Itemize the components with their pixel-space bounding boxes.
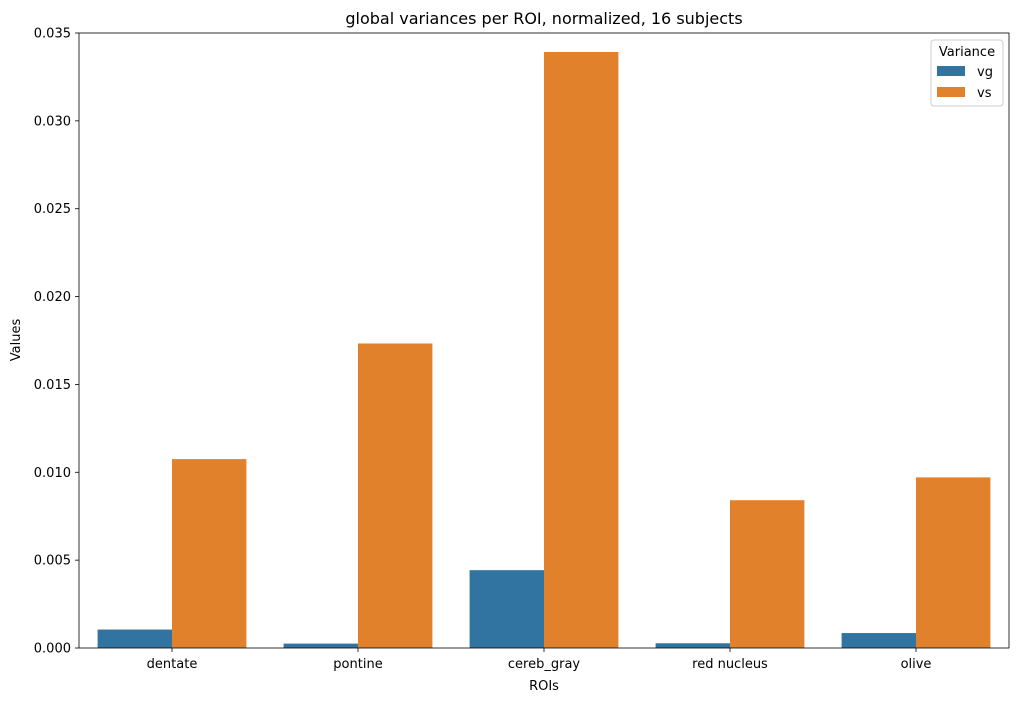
y-tick-label: 0.020 bbox=[34, 290, 71, 305]
y-tick-label: 0.010 bbox=[34, 466, 71, 481]
plot-frame bbox=[78, 32, 1010, 649]
bar-vs-red-nucleus bbox=[730, 500, 805, 648]
bar-vg-pontine bbox=[283, 643, 358, 648]
y-tick-label: 0.015 bbox=[34, 378, 71, 393]
bar-vg-red-nucleus bbox=[655, 643, 730, 648]
chart-title: global variances per ROI, normalized, 16… bbox=[345, 9, 742, 28]
x-tick-label: cereb_gray bbox=[508, 657, 581, 672]
y-tick-label: 0.005 bbox=[34, 554, 71, 569]
bar-vs-olive bbox=[916, 477, 991, 648]
x-axis: dentate pontine cereb_gray red nucleus olive bbox=[147, 648, 932, 672]
x-tick-label: red nucleus bbox=[692, 657, 768, 672]
bars-group bbox=[97, 51, 991, 648]
legend-title: Variance bbox=[939, 45, 995, 60]
y-tick-label: 0.025 bbox=[34, 202, 71, 217]
y-axis: 0.000 0.005 0.010 0.015 0.020 0.025 0.030 0.035 bbox=[34, 27, 79, 657]
legend: Variance vg vs bbox=[930, 39, 1004, 107]
legend-label-vs: vs bbox=[977, 86, 992, 101]
bar-vs-cereb-gray bbox=[544, 51, 619, 648]
bar-vg-cereb-gray bbox=[469, 570, 544, 648]
y-tick-label: 0.035 bbox=[34, 27, 71, 42]
y-tick-label: 0.000 bbox=[34, 642, 71, 657]
bar-vg-dentate bbox=[97, 629, 172, 648]
x-tick-label: olive bbox=[901, 657, 932, 672]
legend-swatch-vg bbox=[937, 66, 965, 76]
bar-vs-dentate bbox=[172, 459, 247, 648]
y-tick-label: 0.030 bbox=[34, 114, 71, 129]
x-tick-label: pontine bbox=[333, 657, 382, 672]
bar-vs-pontine bbox=[358, 343, 433, 648]
x-tick-label: dentate bbox=[147, 657, 198, 672]
y-axis-label: Values bbox=[9, 319, 24, 362]
legend-swatch-vs bbox=[937, 87, 965, 97]
bar-vg-olive bbox=[841, 633, 916, 648]
legend-label-vg: vg bbox=[977, 65, 993, 80]
x-axis-label: ROIs bbox=[529, 679, 559, 694]
